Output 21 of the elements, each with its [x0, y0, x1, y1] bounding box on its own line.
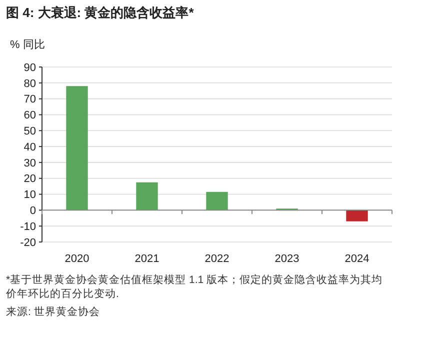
y-tick-label: 90 [24, 62, 36, 74]
chart-title: 图 4: 大衰退: 黄金的隐含收益率* [6, 5, 195, 20]
y-tick-label: 50 [24, 125, 36, 138]
text: *基于世界黄金协会黄金估值框架模型 1.1 版本；假定的黄金隐含收益率为其均价年环比的百分比变动. [5, 273, 383, 300]
source-note: 来源: 世界黄金协会 [6, 305, 100, 318]
y-tick-label: -20 [20, 236, 36, 249]
y-tick-label: -10 [20, 220, 36, 233]
y-tick-label: 40 [24, 141, 36, 154]
y-tick-label: 60 [24, 110, 36, 122]
x-tick-label: 2024 [344, 253, 370, 265]
y-axis-title: % 同比 [10, 38, 45, 51]
x-tick-label: 2023 [274, 253, 300, 265]
x-tick-label: 2020 [64, 253, 90, 265]
y-tick-label: 0 [30, 205, 36, 218]
y-tick-label: 10 [24, 189, 36, 202]
y-tick-label: 20 [24, 173, 36, 186]
x-tick-label: 2021 [134, 253, 160, 265]
y-tick-label: 70 [24, 94, 36, 106]
x-tick-label: 2022 [204, 253, 230, 265]
y-tick-label: 30 [24, 157, 36, 170]
y-tick-label: 80 [24, 78, 36, 90]
